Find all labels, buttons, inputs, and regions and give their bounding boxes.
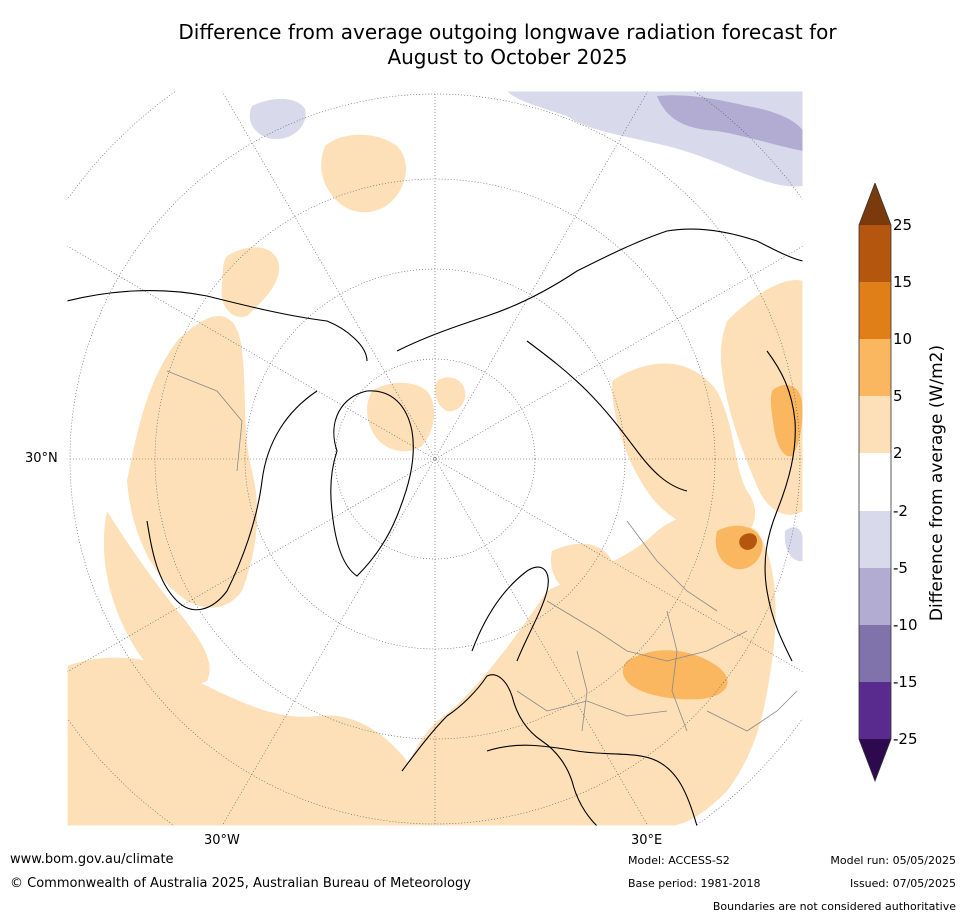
colorbar-tick: 15 — [893, 273, 913, 291]
colorbar-extend-bottom — [859, 739, 891, 781]
anomaly-positive-north-atlantic — [551, 543, 613, 596]
colorbar-m5-m2 — [859, 511, 891, 568]
colorbar-tick: -10 — [893, 616, 918, 634]
coastline-greenland — [330, 390, 414, 577]
chart-title: Difference from average outgoing longwav… — [100, 20, 915, 70]
colorbar-5-10 — [859, 339, 891, 396]
colorbar-m10-m5 — [859, 568, 891, 625]
anomaly-positive-atlantic — [67, 657, 413, 826]
anomaly-positive-north-america — [127, 316, 258, 608]
colorbar-tick: -5 — [893, 559, 908, 577]
colorbar-tick: 5 — [893, 387, 903, 405]
coastline-europe — [401, 674, 598, 826]
colorbar — [858, 183, 892, 783]
colorbar-tick: -2 — [893, 502, 908, 520]
coastline-mediterranean — [486, 744, 698, 826]
coastline-eurasia-mid — [526, 340, 688, 492]
coastline-north-america — [67, 290, 368, 611]
lat-label-30n: 30°N — [25, 451, 58, 466]
footer-website: www.bom.gov.au/climate — [10, 852, 174, 867]
colorbar-m15-m10 — [859, 625, 891, 682]
colorbar-neutral — [859, 453, 891, 511]
colorbar-m25-m15 — [859, 682, 891, 739]
anomaly-positive-alaska — [221, 247, 280, 317]
colorbar-tick: -25 — [893, 730, 918, 748]
title-line-2: August to October 2025 — [387, 45, 628, 69]
anomaly-positive-arctic — [367, 382, 435, 452]
polar-map — [67, 91, 803, 826]
footer-copyright: © Commonwealth of Australia 2025, Austra… — [10, 876, 471, 891]
colorbar-tick: -15 — [893, 673, 918, 691]
colorbar-15-25 — [859, 225, 891, 282]
anomaly-strong-spot — [739, 533, 757, 550]
coastline-scandinavia — [471, 566, 549, 662]
lon-label-30w: 30°W — [204, 833, 240, 848]
colorbar-tick: 25 — [893, 216, 913, 234]
anomaly-positive-central-asia — [612, 363, 756, 541]
footer-model: Model: ACCESS-S2 — [628, 854, 730, 867]
anomaly-negative-pacific — [249, 98, 306, 140]
footer-base-period: Base period: 1981-2018 — [628, 877, 761, 890]
anomaly-negative-strong — [657, 95, 803, 151]
footer-issued: Issued: 07/05/2025 — [849, 877, 956, 890]
anomaly-positive-europe — [397, 512, 776, 826]
colorbar-extend-top — [859, 183, 891, 225]
anomaly-negative-east — [784, 527, 803, 562]
anomaly-positive-arctic-2 — [435, 377, 466, 412]
anomaly-positive-pacific-north — [321, 134, 407, 213]
coastline-eurasia-north — [396, 228, 803, 352]
lon-label-30e: 30°E — [631, 833, 663, 848]
colorbar-2-5 — [859, 396, 891, 453]
colorbar-tick: 2 — [893, 444, 903, 462]
footer-model-run: Model run: 05/05/2025 — [830, 854, 956, 867]
coastline-east-asia — [764, 350, 796, 662]
title-line-1: Difference from average outgoing longwav… — [178, 20, 837, 44]
footer-disclaimer: Boundaries are not considered authoritat… — [712, 900, 956, 913]
anomaly-positive-east-asia — [720, 280, 803, 515]
anomaly-moderate-central-asia — [622, 650, 728, 700]
colorbar-tick: 10 — [893, 330, 913, 348]
anomaly-positive-north-america-west — [103, 511, 210, 685]
colorbar-10-15 — [859, 282, 891, 339]
